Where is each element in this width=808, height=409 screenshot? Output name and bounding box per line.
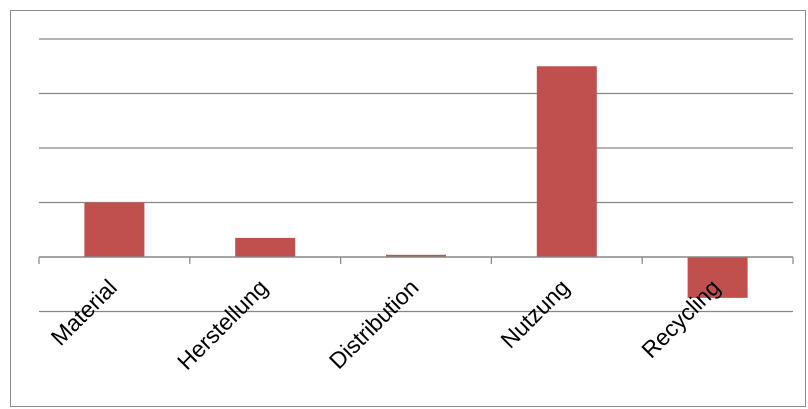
bar-distribution (386, 254, 446, 257)
bar-recycling (687, 257, 748, 298)
bar-material (84, 202, 145, 257)
bar-series (84, 66, 748, 298)
category-labels: Material Herstellung Distribution Nutzung Re… (46, 274, 725, 375)
bar-nutzung (536, 66, 597, 257)
category-label: Material (46, 274, 122, 350)
category-label: Recycling (636, 274, 725, 363)
x-axis (38, 256, 794, 264)
category-label: Herstellung (172, 274, 273, 375)
category-label: Distribution (324, 274, 424, 374)
bar-herstellung (235, 237, 296, 257)
category-label: Nutzung (495, 274, 574, 353)
gridlines (39, 38, 793, 313)
